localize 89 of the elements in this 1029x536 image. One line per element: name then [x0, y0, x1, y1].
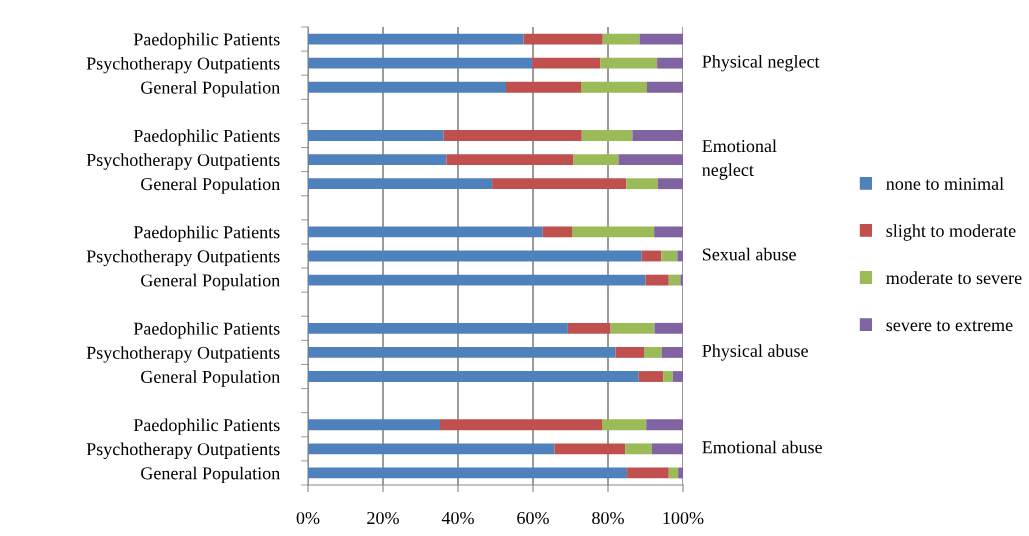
bar: [532, 57, 601, 69]
bar: [554, 443, 626, 455]
bar: [644, 347, 662, 358]
y-tick-label: Psychotherapy Outpatients: [86, 249, 280, 267]
bar: [572, 226, 655, 238]
y-tick-label: General Population: [141, 81, 280, 98]
y-tick-label: General Population: [141, 273, 280, 291]
x-tick-label: 80%: [592, 511, 624, 525]
bar: [657, 178, 683, 190]
bar: [645, 274, 669, 286]
bar: [638, 371, 664, 382]
bar: [308, 347, 616, 358]
bar: [677, 250, 683, 262]
bar: [625, 443, 652, 455]
bar: [308, 274, 646, 286]
bar: [443, 130, 582, 141]
bar: [661, 347, 683, 358]
y-tick-label: Paedophilic Patients: [133, 225, 280, 242]
x-tick-label: 40%: [441, 511, 474, 525]
bar: [668, 274, 681, 286]
bar: [602, 419, 647, 431]
bar: [680, 274, 683, 286]
bar: [308, 226, 543, 238]
bar: [639, 33, 683, 45]
bar: [523, 33, 603, 45]
bar: [602, 33, 640, 45]
y-tick-label: Psychotherapy Outpatients: [86, 442, 280, 459]
bar: [632, 130, 683, 141]
bar: [600, 57, 658, 69]
x-tick-label: 20%: [367, 511, 399, 525]
bar: [657, 57, 683, 69]
bar: [308, 130, 444, 141]
bar: [308, 154, 447, 165]
bar: [446, 154, 574, 165]
bar: [618, 154, 683, 165]
legend-label: slight to moderate: [886, 224, 1016, 241]
y-tick-label: Paedophilic Patients: [133, 129, 280, 146]
legend-label: severe to extreme: [886, 320, 1013, 332]
bar: [654, 226, 683, 238]
bar: [678, 467, 683, 479]
bar: [615, 347, 644, 358]
bar: [308, 81, 506, 93]
y-tick-label: Paedophilic Patients: [133, 322, 280, 339]
bar: [641, 250, 662, 262]
bar: [581, 130, 633, 141]
bar: [308, 419, 440, 431]
text: Physical abuse: [702, 344, 808, 361]
text: Physical neglect: [702, 54, 820, 72]
bar: [308, 371, 639, 382]
bar: [308, 178, 493, 190]
y-tick-label: General Population: [141, 466, 280, 484]
bar: [308, 322, 568, 334]
bar: [581, 81, 647, 93]
bar: [626, 178, 658, 190]
text: Emotional neglect: [702, 139, 777, 180]
bar: [654, 322, 683, 334]
bar: [440, 419, 602, 431]
x-tick-label: 100%: [663, 511, 704, 525]
bar: [663, 371, 673, 382]
bar: [308, 467, 628, 479]
bar: [661, 250, 678, 262]
y-tick-label: General Population: [141, 177, 280, 194]
bar: [651, 443, 683, 455]
bar: [567, 322, 611, 334]
bar: [647, 81, 683, 93]
y-tick-label: Paedophilic Patients: [133, 32, 280, 50]
bar: [610, 322, 655, 334]
bar: [672, 371, 683, 382]
y-tick-label: Psychotherapy Outpatients: [86, 346, 280, 363]
y-tick-label: Psychotherapy Outpatients: [86, 153, 280, 170]
y-tick-label: Paedophilic Patients: [133, 418, 280, 435]
bar: [308, 443, 555, 455]
bar: [308, 250, 642, 262]
text: Sexual abuse: [702, 247, 796, 261]
bar: [573, 154, 619, 165]
bar: [627, 467, 669, 479]
x-tick-label: 0%: [296, 511, 320, 525]
y-tick-label: General Population: [141, 370, 280, 387]
legend-label: moderate to severe: [886, 271, 1022, 285]
bar: [646, 419, 683, 431]
y-tick-label: Psychotherapy Outpatients: [86, 56, 280, 74]
x-tick-label: 60%: [517, 511, 549, 525]
bar: [506, 81, 581, 93]
text: Emotional abuse: [702, 440, 822, 454]
bar: [492, 178, 627, 190]
bar: [308, 33, 524, 45]
legend-label: none to minimal: [886, 177, 1004, 190]
bar: [542, 226, 572, 238]
bar: [308, 57, 533, 69]
